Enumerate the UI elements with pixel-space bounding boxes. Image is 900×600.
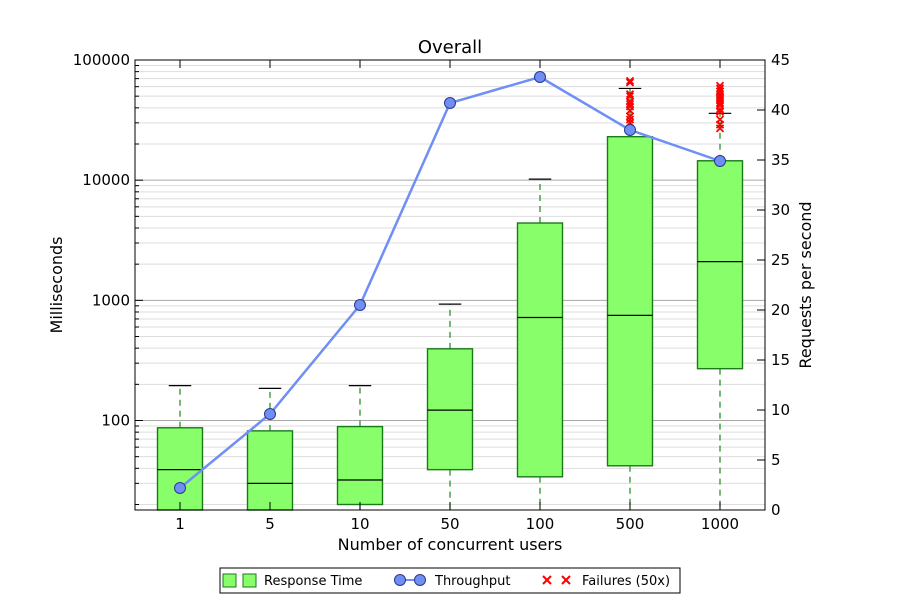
left-tick-label: 100000 (73, 51, 130, 69)
failure-markers (625, 76, 725, 133)
legend-response-time-label: Response Time (264, 574, 362, 589)
throughput-series (174, 71, 726, 494)
throughput-point-500 (624, 124, 636, 136)
failure-marker-500-9 (625, 89, 635, 99)
legend-throughput-marker-2 (414, 574, 426, 586)
right-tick-label: 25 (771, 251, 790, 269)
failure-marker-1000-13 (715, 81, 725, 90)
x-tick-label-1: 1 (175, 515, 185, 533)
legend-frame (219, 567, 681, 594)
right-tick-label: 10 (771, 401, 790, 419)
right-tick-label: 20 (771, 301, 790, 319)
x-tick-label-100: 100 (526, 515, 555, 533)
x-tick-label-500: 500 (616, 515, 645, 533)
failure-stroke (625, 92, 635, 101)
response-time-boxes (156, 87, 744, 511)
right-tick-label: 15 (771, 351, 790, 369)
failure-stroke (715, 84, 725, 93)
legend-response-time-swatch-1 (222, 573, 237, 588)
failure-marker-1000-2 (715, 115, 725, 124)
x-tick-label-5: 5 (265, 515, 275, 533)
box-5 (246, 430, 294, 511)
y-axis-right-title: Requests per second (796, 201, 815, 368)
x-tick-label-1000: 1000 (701, 515, 739, 533)
box-1000 (696, 160, 744, 370)
legend-throughput-marker-1 (394, 574, 406, 586)
throughput-point-1000 (714, 155, 726, 167)
left-tick-label: 1000 (92, 291, 130, 309)
box-10 (336, 425, 384, 506)
right-tick-label: 35 (771, 151, 790, 169)
legend-response-time-swatch-2 (242, 573, 257, 588)
legend-failures-label: Failures (50x) (582, 574, 670, 589)
box-1 (156, 427, 204, 511)
x-axis-title: Number of concurrent users (338, 535, 563, 554)
failure-stroke (625, 115, 635, 124)
right-tick-label: 5 (771, 451, 781, 469)
x-tick-label-50: 50 (440, 515, 459, 533)
failure-stroke (625, 89, 635, 99)
throughput-point-5 (264, 408, 276, 420)
x-tick-label-10: 10 (350, 515, 369, 533)
failure-marker-500-8 (625, 92, 635, 101)
throughput-point-10 (354, 299, 366, 311)
right-tick-label: 0 (771, 501, 781, 519)
box-500 (606, 136, 654, 467)
legend-failures-marker-2 (561, 575, 571, 585)
failure-stroke (625, 76, 635, 86)
failure-stroke (715, 107, 725, 117)
throughput-point-1 (174, 482, 186, 494)
chart-title: Overall (418, 37, 482, 58)
failure-marker-1000-12 (715, 84, 725, 93)
legend-failures-marker-1 (542, 575, 552, 585)
y-axis-left-title: Milliseconds (47, 237, 66, 334)
right-tick-label: 30 (771, 201, 790, 219)
right-tick-label: 45 (771, 51, 790, 69)
throughput-point-50 (444, 97, 456, 109)
failure-stroke (625, 78, 635, 87)
right-tick-label: 40 (771, 101, 790, 119)
failure-stroke (625, 99, 635, 109)
failure-marker-500-2 (625, 115, 635, 124)
failure-marker-1000-3 (715, 107, 725, 117)
throughput-point-100 (534, 71, 546, 83)
failure-marker-500-11 (625, 76, 635, 86)
failure-stroke (715, 115, 725, 124)
legend-throughput-label: Throughput (434, 574, 511, 589)
failure-marker-500-10 (625, 78, 635, 87)
failure-stroke (715, 81, 725, 90)
box-100 (516, 222, 564, 478)
box-50 (426, 348, 474, 471)
left-tick-label: 100 (101, 412, 130, 430)
left-tick-label: 10000 (82, 171, 130, 189)
failure-marker-500-6 (625, 99, 635, 109)
legend: Response Time Throughput Failures (50x) (219, 567, 681, 594)
